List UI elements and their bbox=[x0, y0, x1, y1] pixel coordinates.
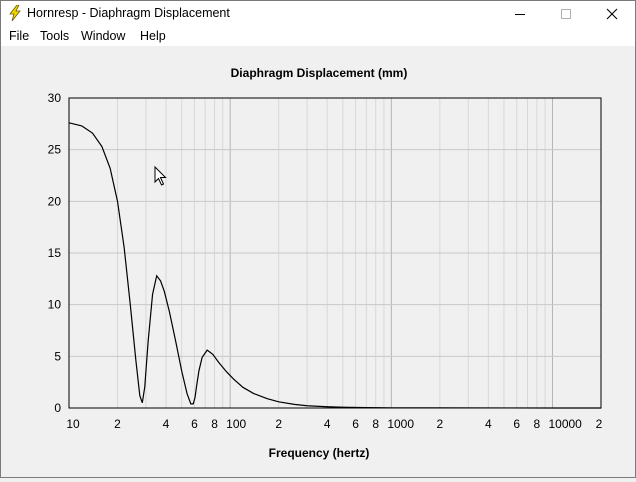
x-tick-label: 6 bbox=[352, 417, 359, 431]
y-tick-label: 10 bbox=[48, 298, 62, 312]
y-axis-ticks: 0 5 10 15 20 25 30 bbox=[48, 91, 62, 415]
minimize-button[interactable] bbox=[497, 1, 543, 26]
x-axis-ticks: 10 2 4 6 8 100 2 4 6 8 1000 2 4 6 8 10000 2 bbox=[66, 417, 602, 431]
x-tick-label: 6 bbox=[513, 417, 520, 431]
x-tick-label: 2 bbox=[596, 417, 603, 431]
y-tick-label: 30 bbox=[48, 91, 62, 105]
x-tick-label: 10 bbox=[66, 417, 80, 431]
close-icon bbox=[606, 8, 618, 19]
x-tick-label: 2 bbox=[114, 417, 121, 431]
lightning-bolt-icon bbox=[9, 5, 21, 21]
chart-area: Diaphragm Displacement (mm) 0 5 10 15 20 25 30… bbox=[1, 46, 635, 477]
chart-title: Diaphragm Displacement (mm) bbox=[231, 66, 408, 80]
x-tick-label: 10000 bbox=[548, 417, 582, 431]
grid-lines bbox=[69, 98, 601, 408]
x-tick-label: 2 bbox=[436, 417, 443, 431]
menu-bar: File Tools Window Help bbox=[1, 26, 635, 46]
x-tick-label: 8 bbox=[372, 417, 379, 431]
title-bar[interactable]: Hornresp - Diaphragm Displacement bbox=[1, 1, 635, 26]
x-tick-label: 8 bbox=[211, 417, 218, 431]
y-tick-label: 0 bbox=[54, 401, 61, 415]
displacement-curve bbox=[68, 122, 602, 409]
x-tick-label: 2 bbox=[275, 417, 282, 431]
x-tick-label: 100 bbox=[226, 417, 246, 431]
maximize-icon bbox=[561, 8, 571, 19]
y-tick-label: 5 bbox=[54, 349, 61, 363]
menu-tools[interactable]: Tools bbox=[40, 29, 70, 43]
plot-frame bbox=[68, 97, 602, 409]
x-tick-label: 4 bbox=[324, 417, 331, 431]
close-button[interactable] bbox=[589, 1, 635, 26]
x-axis-label: Frequency (hertz) bbox=[269, 446, 370, 460]
x-tick-label: 6 bbox=[191, 417, 198, 431]
x-tick-label: 8 bbox=[534, 417, 541, 431]
displacement-chart[interactable]: Diaphragm Displacement (mm) 0 5 10 15 20 25 30… bbox=[1, 46, 635, 477]
minimize-icon bbox=[515, 13, 525, 15]
menu-window[interactable]: Window bbox=[81, 29, 126, 43]
x-tick-label: 4 bbox=[163, 417, 170, 431]
maximize-button[interactable] bbox=[543, 1, 589, 26]
y-tick-label: 15 bbox=[48, 246, 62, 260]
y-tick-label: 25 bbox=[48, 143, 62, 157]
menu-help[interactable]: Help bbox=[140, 29, 166, 43]
window-title: Hornresp - Diaphragm Displacement bbox=[27, 6, 230, 20]
x-tick-label: 4 bbox=[485, 417, 492, 431]
menu-file[interactable]: File bbox=[9, 29, 30, 43]
x-tick-label: 1000 bbox=[387, 417, 414, 431]
mouse-cursor-icon bbox=[154, 165, 167, 186]
y-tick-label: 20 bbox=[48, 194, 62, 208]
